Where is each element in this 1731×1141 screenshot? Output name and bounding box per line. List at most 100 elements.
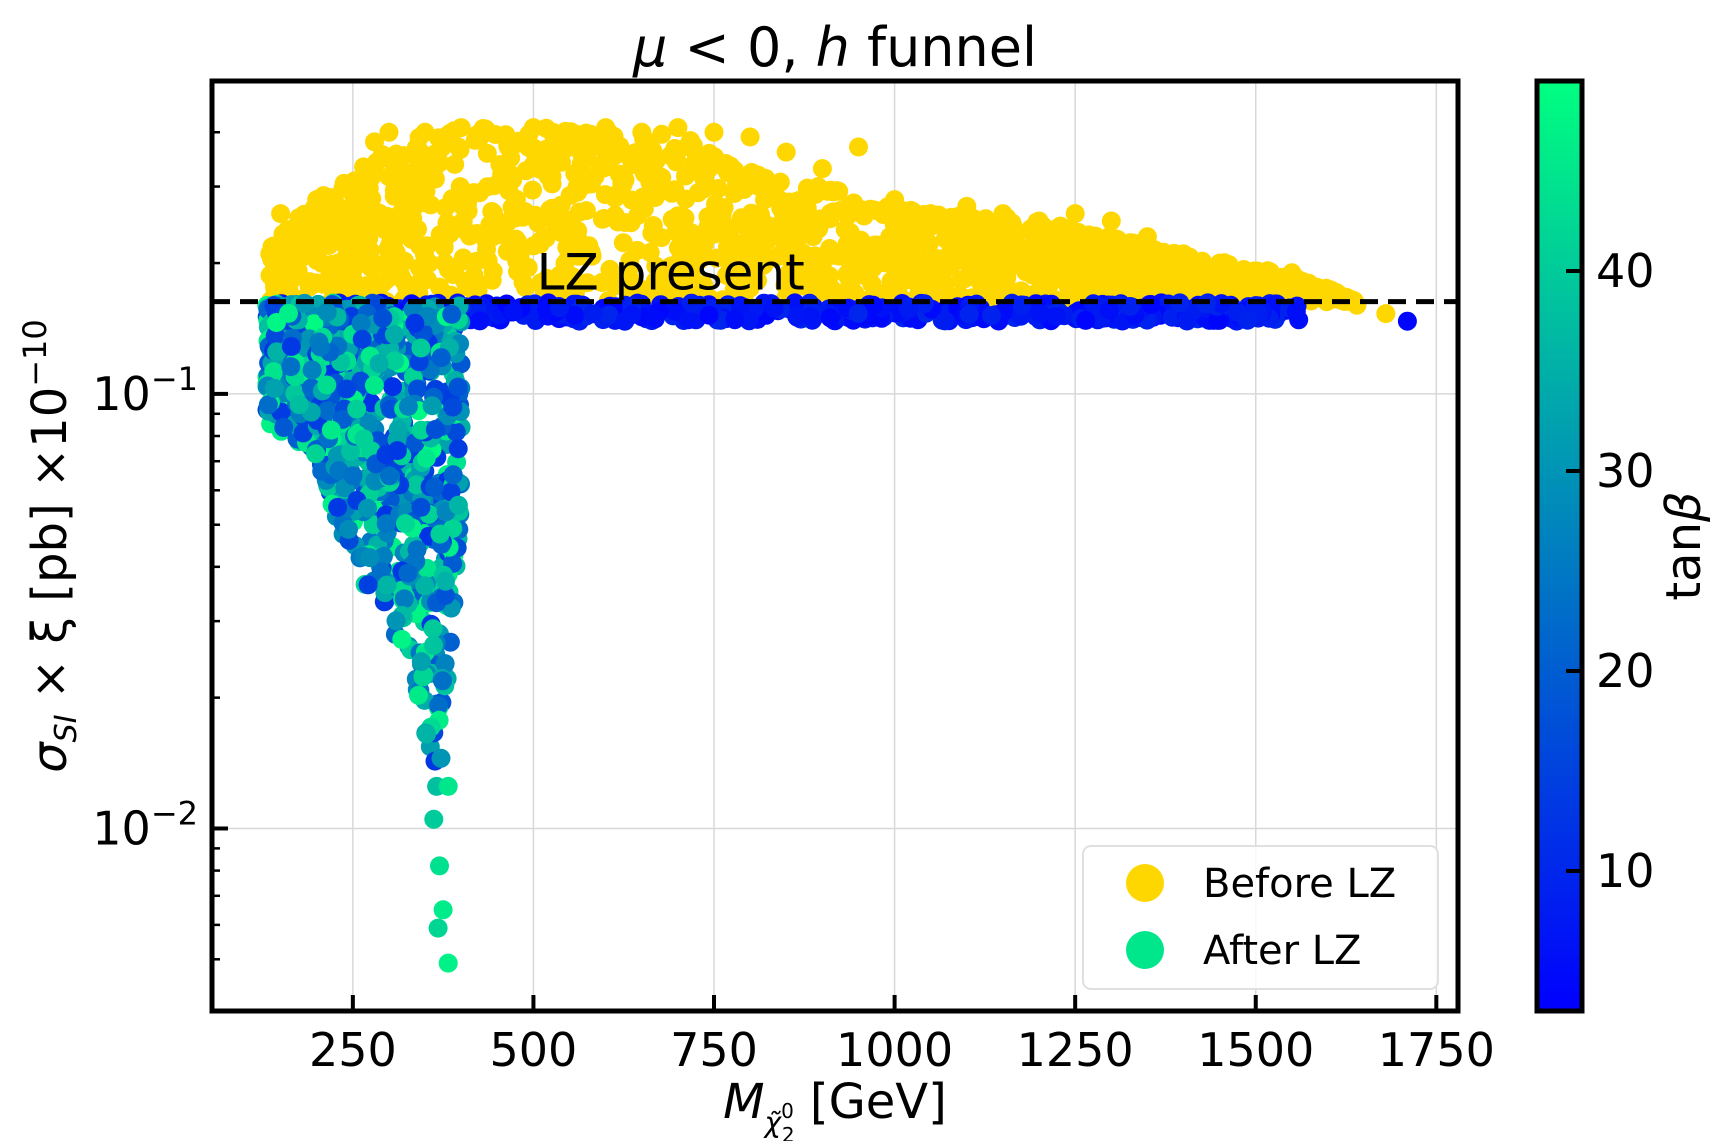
before-lz-point <box>333 217 353 237</box>
before-lz-point <box>1174 244 1193 264</box>
before-lz-point <box>684 154 704 174</box>
after-lz-point <box>429 696 449 716</box>
before-lz-point <box>467 251 487 271</box>
x-tick-label: 1250 <box>1017 1023 1134 1077</box>
legend-label-before-lz: Before LZ <box>1203 861 1396 907</box>
after-lz-point <box>416 448 436 468</box>
colorbar-tick-label: 10 <box>1596 844 1655 898</box>
after-lz-point <box>679 310 699 330</box>
before-lz-point <box>542 174 562 194</box>
before-lz-point <box>542 198 562 218</box>
after-lz-point <box>440 632 460 652</box>
after-lz-point <box>1162 307 1182 327</box>
after-lz-point <box>306 444 326 464</box>
after-lz-point <box>438 953 458 973</box>
before-lz-point <box>755 190 774 210</box>
before-lz-point <box>666 212 685 231</box>
before-lz-point <box>689 250 709 270</box>
before-lz-point <box>1090 250 1110 270</box>
before-lz-point <box>536 228 556 248</box>
after-lz-point <box>645 309 665 329</box>
before-lz-point <box>735 259 755 279</box>
before-lz-point <box>845 284 865 303</box>
x-tick-label: 750 <box>670 1023 758 1077</box>
before-lz-point <box>523 180 542 200</box>
colorbar-tick-label: 30 <box>1596 444 1655 498</box>
after-lz-point <box>337 379 357 399</box>
before-lz-point <box>668 118 688 138</box>
legend-label-after-lz: After LZ <box>1203 928 1361 974</box>
after-lz-point <box>407 540 427 560</box>
after-lz-point <box>364 375 384 395</box>
before-lz-point <box>417 236 437 256</box>
after-lz-point <box>1177 311 1197 331</box>
before-lz-point <box>1101 211 1121 231</box>
before-lz-point <box>1376 304 1396 324</box>
before-lz-point <box>1260 262 1280 282</box>
before-lz-point <box>356 253 376 273</box>
before-lz-point <box>708 179 728 198</box>
before-lz-point <box>416 193 436 213</box>
after-lz-point <box>1286 301 1306 321</box>
before-lz-point <box>359 178 379 198</box>
before-lz-point <box>1086 226 1105 246</box>
before-lz-point <box>873 205 893 224</box>
before-lz-point <box>334 173 354 193</box>
after-lz-point <box>448 439 468 459</box>
before-lz-point <box>620 251 640 271</box>
data-points <box>257 118 1417 973</box>
before-lz-point <box>642 223 662 243</box>
x-tick-label: 1750 <box>1378 1023 1495 1077</box>
after-lz-point <box>424 635 443 655</box>
after-lz-point <box>387 441 407 461</box>
after-lz-point <box>351 313 371 333</box>
before-lz-point <box>605 205 625 225</box>
after-lz-point <box>739 311 759 331</box>
before-lz-point <box>380 149 399 169</box>
before-lz-point <box>396 276 416 296</box>
before-lz-point <box>307 190 327 210</box>
after-lz-point <box>1141 295 1161 314</box>
after-lz-point <box>1012 295 1032 315</box>
before-lz-point <box>1074 265 1094 285</box>
after-lz-point <box>403 299 423 319</box>
before-lz-point <box>531 273 551 293</box>
before-lz-point <box>289 208 309 228</box>
after-lz-point <box>409 352 429 372</box>
after-lz-point <box>425 420 445 439</box>
before-lz-point <box>1029 211 1049 231</box>
after-lz-point <box>820 308 840 328</box>
after-lz-point <box>411 338 431 358</box>
before-lz-point <box>347 232 367 251</box>
before-lz-point <box>1295 277 1315 297</box>
before-lz-point <box>885 190 905 210</box>
y-tick-label: 10−2 <box>92 794 198 855</box>
legend-box <box>1082 845 1439 990</box>
after-lz-point <box>358 575 378 595</box>
before-lz-point <box>278 220 298 240</box>
before-lz-point <box>1347 295 1367 315</box>
before-lz-point <box>316 218 336 238</box>
before-lz-point <box>581 174 601 194</box>
before-lz-point <box>997 267 1017 287</box>
before-lz-point <box>555 216 574 236</box>
before-lz-point <box>820 203 840 223</box>
after-lz-point <box>959 304 979 324</box>
before-lz-point <box>569 202 589 222</box>
before-lz-point <box>887 226 907 245</box>
after-lz-point <box>1076 310 1096 330</box>
after-lz-point <box>376 514 396 534</box>
after-lz-point <box>433 671 452 691</box>
before-lz-point <box>507 236 527 256</box>
before-lz-point <box>762 217 781 237</box>
after-lz-point <box>435 654 455 674</box>
before-lz-point <box>1035 254 1055 274</box>
after-lz-point <box>321 420 341 440</box>
before-lz-point <box>925 251 945 271</box>
after-lz-point <box>443 465 463 485</box>
after-lz-point <box>317 375 337 395</box>
after-lz-point <box>436 571 455 591</box>
before-lz-point <box>594 158 613 178</box>
before-lz-point <box>470 183 490 203</box>
